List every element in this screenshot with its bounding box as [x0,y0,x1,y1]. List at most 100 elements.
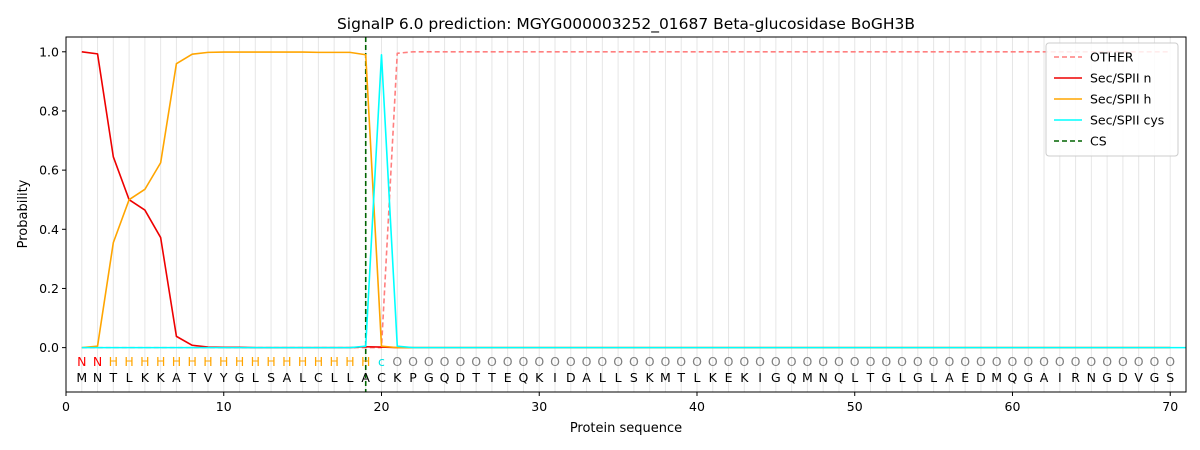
annotation-letter: O [1150,354,1160,369]
sequence-residue: K [646,370,655,385]
sequence-residue: G [771,370,781,385]
sequence-residue: M [76,370,87,385]
sequence-residue: K [535,370,544,385]
annotation-letter: O [582,354,592,369]
annotation-letter: O [392,354,402,369]
annotation-letter: H [187,354,196,369]
annotation-letter: O [834,354,844,369]
sequence-residue: A [361,370,370,385]
annotation-letter: O [1102,354,1112,369]
sequence-residue: G [1150,370,1160,385]
legend-label: Sec/SPII cys [1090,113,1164,128]
annotation-letter: O [471,354,481,369]
x-tick-label: 50 [847,399,863,414]
annotation-letter: O [1008,354,1018,369]
annotation-letter: H [298,354,307,369]
y-axis-label: Probability [16,179,31,248]
x-axis-ticks: 0 10 20 30 40 50 60 70 [62,392,1178,414]
annotation-letter: O [487,354,497,369]
annotation-letter: O [629,354,639,369]
annotation-letter: O [550,354,560,369]
sequence-residue: E [504,370,512,385]
sequence-residue: E [961,370,969,385]
x-tick-label: 70 [1162,399,1178,414]
annotation-letter: O [1023,354,1033,369]
annotation-letter: O [1055,354,1065,369]
sequence-residue: A [283,370,292,385]
y-tick-label: 0.8 [39,103,59,118]
sequence-residue: M [660,370,671,385]
sequence-annotation: MNNNTHLHKHKHAHTHVHYHGHLHSHAHLHCHLHLHAHCc… [76,354,1175,385]
sequence-residue: A [945,370,954,385]
annotation-letter: H [140,354,149,369]
sequence-residue: T [866,370,875,385]
annotation-letter: O [645,354,655,369]
sequence-residue: N [93,370,102,385]
sequence-residue: K [740,370,749,385]
sequence-residue: D [456,370,466,385]
annotation-letter: O [1118,354,1128,369]
annotation-letter: O [566,354,576,369]
annotation-letter: O [992,354,1002,369]
y-tick-label: 0.4 [39,222,59,237]
chart-title: SignalP 6.0 prediction: MGYG000003252_01… [337,15,915,34]
annotation-letter: O [1086,354,1096,369]
annotation-letter: O [534,354,544,369]
annotation-letter: O [408,354,418,369]
x-tick-label: 0 [62,399,70,414]
annotation-letter: H [314,354,323,369]
sequence-residue: V [1134,370,1143,385]
sequence-residue: G [235,370,245,385]
annotation-letter: O [818,354,828,369]
annotation-letter: O [881,354,891,369]
annotation-letter: O [944,354,954,369]
sequence-residue: K [141,370,150,385]
series-lines [81,50,1186,349]
x-tick-label: 40 [689,399,705,414]
annotation-letter: O [1165,354,1175,369]
y-axis-ticks: 0.0 0.2 0.4 0.6 0.8 1.0 [39,44,66,355]
sequence-residue: N [1087,370,1096,385]
annotation-letter: H [345,354,354,369]
sequence-residue: S [1166,370,1174,385]
annotation-letter: H [266,354,275,369]
sequence-residue: Q [834,370,844,385]
annotation-letter: O [676,354,686,369]
sequence-residue: C [314,370,323,385]
annotation-letter: O [850,354,860,369]
sequence-residue: L [694,370,701,385]
annotation-letter: H [282,354,291,369]
sequence-residue: L [899,370,906,385]
legend-frame [1045,42,1179,157]
sequence-residue: L [126,370,133,385]
annotation-letter: O [929,354,939,369]
sequence-residue: K [393,370,402,385]
sequence-residue: K [157,370,166,385]
sequence-residue: M [802,370,813,385]
x-tick-label: 10 [216,399,232,414]
annotation-letter: O [440,354,450,369]
series-line-other [81,50,1171,349]
y-tick-label: 0.0 [39,340,59,355]
sequence-residue: K [709,370,718,385]
sequence-residue: G [1023,370,1033,385]
sequence-residue: L [851,370,858,385]
annotation-letter: H [219,354,228,369]
sequence-residue: Q [440,370,450,385]
sequence-residue: Q [1008,370,1018,385]
sequence-residue: P [409,370,417,385]
annotation-letter: c [378,354,385,369]
annotation-letter: N [93,354,102,369]
y-tick-label: 1.0 [39,44,59,59]
sequence-residue: A [1040,370,1049,385]
annotation-letter: O [787,354,797,369]
sequence-residue: L [299,370,306,385]
sequence-residue: L [331,370,338,385]
annotation-letter: O [960,354,970,369]
annotation-letter: O [708,354,718,369]
sequence-residue: I [553,370,557,385]
series-line-sec-spii-cys [81,53,1186,349]
sequence-residue: N [819,370,828,385]
sequence-residue: S [267,370,275,385]
